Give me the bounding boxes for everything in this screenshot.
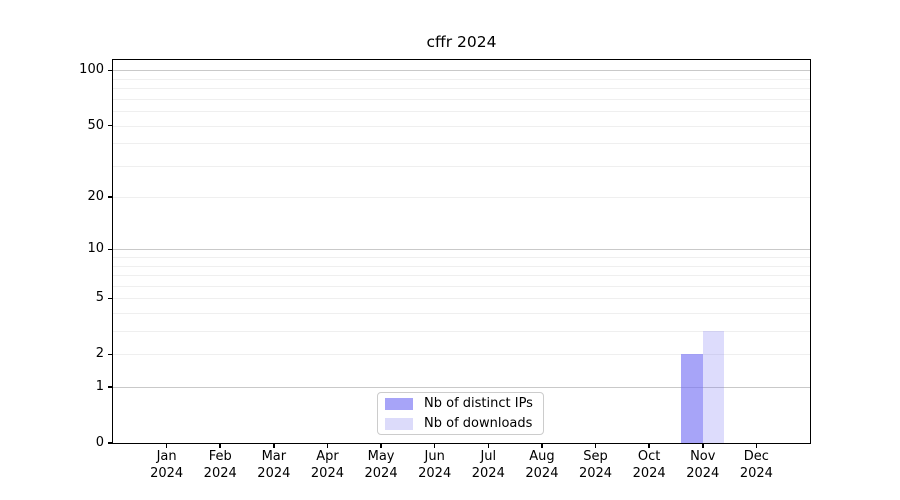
y-tick-label: 20 <box>87 189 104 205</box>
gridline-minor <box>113 331 810 333</box>
y-tick-label: 1 <box>95 379 104 395</box>
y-tick <box>108 248 113 251</box>
y-tick <box>108 297 113 300</box>
gridline-minor <box>113 275 810 277</box>
x-tick <box>755 443 758 448</box>
x-tick <box>326 443 329 448</box>
gridline-minor <box>113 298 810 300</box>
gridline-minor <box>113 265 810 267</box>
x-tick <box>487 443 490 448</box>
x-tick <box>648 443 650 448</box>
chart-title: cffr 2024 <box>426 33 497 51</box>
x-tick-label: Jan 2024 <box>150 449 184 481</box>
y-tick <box>108 386 113 388</box>
legend-item-distinct-ips: Nb of distinct IPs <box>385 395 543 412</box>
x-tick-label: Aug 2024 <box>525 449 559 481</box>
gridline-minor <box>113 257 810 259</box>
x-tick-label: Nov 2024 <box>686 449 720 481</box>
y-tick <box>108 196 113 198</box>
legend-label-downloads: Nb of downloads <box>424 416 533 431</box>
x-tick-label: Jul 2024 <box>471 449 505 481</box>
x-tick <box>219 443 221 448</box>
x-tick-label: Oct 2024 <box>632 449 666 481</box>
y-tick-label: 10 <box>87 241 104 257</box>
gridline-minor <box>113 111 810 113</box>
y-tick-label: 100 <box>79 62 104 78</box>
gridline-major <box>113 249 810 251</box>
gridline-minor <box>113 313 810 315</box>
y-tick-label: 5 <box>95 290 104 306</box>
plot-area <box>113 60 810 443</box>
y-tick <box>108 353 113 356</box>
gridline-minor <box>113 285 810 287</box>
gridline-minor <box>113 354 810 356</box>
x-tick-label: Feb 2024 <box>203 449 237 481</box>
gridline-minor <box>113 125 810 127</box>
x-tick-label: Mar 2024 <box>257 449 291 481</box>
y-tick <box>108 442 113 444</box>
legend-item-downloads: Nb of downloads <box>385 415 543 432</box>
bar-distinct-ips <box>681 354 703 443</box>
gridline-major <box>113 70 810 72</box>
x-tick <box>165 443 168 448</box>
legend-label-distinct-ips: Nb of distinct IPs <box>424 396 533 411</box>
x-tick-label: May 2024 <box>364 449 398 481</box>
x-tick-label: Dec 2024 <box>739 449 773 481</box>
y-tick-label: 0 <box>95 435 104 450</box>
x-tick <box>702 443 704 448</box>
gridline-minor <box>113 78 810 80</box>
legend: Nb of distinct IPs Nb of downloads <box>377 392 544 435</box>
x-tick <box>541 443 543 448</box>
x-tick <box>380 443 382 448</box>
legend-swatch-distinct-ips-icon <box>385 397 413 410</box>
gridline-minor <box>113 88 810 90</box>
x-tick <box>594 443 597 448</box>
y-tick-label: 50 <box>87 117 104 133</box>
gridline-minor <box>113 197 810 199</box>
gridline-minor <box>113 143 810 145</box>
y-tick <box>108 69 113 72</box>
gridline-minor <box>113 165 810 167</box>
y-tick-label: 2 <box>95 346 104 362</box>
x-tick-label: Apr 2024 <box>310 449 344 481</box>
gridline-minor <box>113 98 810 100</box>
legend-swatch-downloads-icon <box>385 417 413 430</box>
x-tick <box>273 443 275 448</box>
x-tick-label: Jun 2024 <box>418 449 452 481</box>
x-tick <box>433 443 436 448</box>
bar-downloads <box>702 331 725 443</box>
x-tick-label: Sep 2024 <box>578 449 613 481</box>
gridline-major <box>113 387 810 389</box>
y-tick <box>108 124 113 127</box>
